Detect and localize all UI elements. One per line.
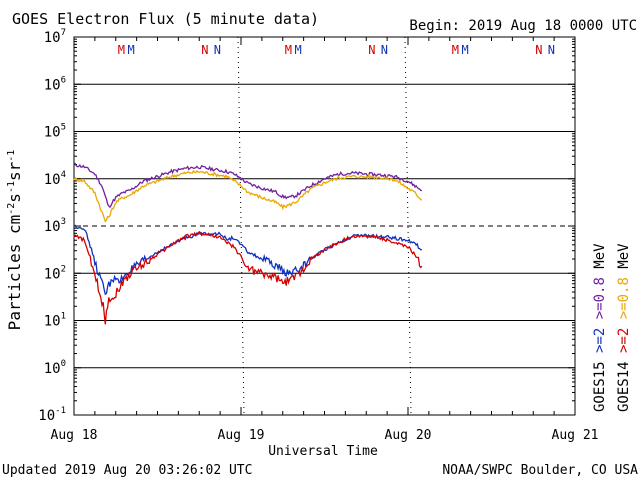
y-tick-label: 100 <box>44 359 66 377</box>
mn-marker: N <box>201 43 208 57</box>
y-tick-label: 107 <box>44 28 66 46</box>
mn-marker: M <box>461 43 468 57</box>
y-tick-label: 10-1 <box>38 406 66 424</box>
x-tick-label: Aug 21 <box>552 428 599 443</box>
legend-entry: MeV <box>616 243 632 277</box>
mn-marker: N <box>381 43 388 57</box>
y-tick-label: 101 <box>44 312 66 330</box>
mn-marker: M <box>127 43 134 57</box>
x-axis-label: Universal Time <box>268 444 378 459</box>
y-tick-label: 104 <box>44 170 66 188</box>
mn-marker: M <box>294 43 301 57</box>
mn-marker: N <box>368 43 375 57</box>
y-axis-label: Particles cm-2s-1sr-1 <box>5 150 24 331</box>
data-series <box>73 162 423 325</box>
day-dividers <box>237 36 412 416</box>
mn-marker: N <box>214 43 221 57</box>
y-tick-label: 106 <box>44 75 66 93</box>
day-divider <box>404 36 412 416</box>
grid-lines <box>74 83 575 369</box>
legend-entry: MeV <box>592 243 608 277</box>
mn-marker: M <box>452 43 459 57</box>
legend-entry: >=2 <box>592 328 608 362</box>
chart-title: GOES Electron Flux (5 minute data) <box>12 10 319 28</box>
legend-entry: >=2 <box>616 328 632 362</box>
mn-marker: N <box>548 43 555 57</box>
x-tick-label: Aug 20 <box>385 428 432 443</box>
legend-column: GOES15 >=2 >=0.8 MeV <box>592 243 608 412</box>
legend-entry: GOES14 <box>616 361 632 412</box>
x-axis-ticks: Aug 18 Aug 19 Aug 20 Aug 21 <box>51 37 599 443</box>
begin-label: Begin: 2019 Aug 18 0000 UTC <box>409 18 637 34</box>
legend-entry: >=0.8 <box>616 277 632 328</box>
y-tick-label: 103 <box>44 217 66 235</box>
legend-entry: >=0.8 <box>592 277 608 328</box>
mn-marker: N <box>535 43 542 57</box>
footer-updated: Updated 2019 Aug 20 03:26:02 UTC <box>2 463 252 478</box>
mn-marker: M <box>285 43 292 57</box>
legend-column: GOES14 >=2 >=0.8 MeV <box>616 243 632 412</box>
x-tick-label: Aug 19 <box>218 428 265 443</box>
series-line <box>73 169 423 223</box>
y-tick-label: 105 <box>44 123 66 141</box>
footer-credit: NOAA/SWPC Boulder, CO USA <box>442 463 638 478</box>
day-divider <box>237 36 245 416</box>
mn-marker: M <box>118 43 125 57</box>
x-tick-label: Aug 18 <box>51 428 98 443</box>
y-tick-label: 102 <box>44 264 66 282</box>
series-line <box>73 162 423 209</box>
y-axis-ticks: 10-1 100 101 102 103 104 105 106 107 <box>38 28 575 424</box>
series-line <box>73 224 422 296</box>
legend-entry: GOES15 <box>592 361 608 412</box>
series-line <box>73 230 423 325</box>
